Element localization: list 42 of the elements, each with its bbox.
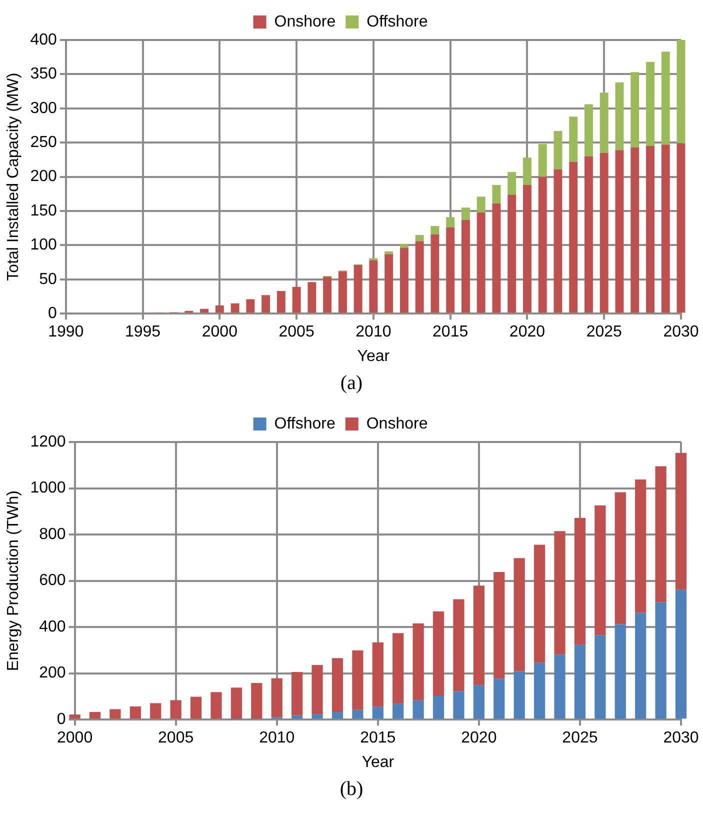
x-tick-label: 2020 [509,324,546,341]
legend-label: Offshore [274,415,336,432]
y-tick-label: 300 [30,100,57,117]
y-tick-label: 800 [39,526,66,543]
x-tick-label: 2025 [562,730,598,747]
y-tick-label: 350 [30,66,57,83]
y-axis-title: Total Installed Capacity (MW) [5,72,22,281]
x-tick-label: 1995 [124,324,161,341]
x-tick-label: 2005 [278,324,314,341]
y-tick-label: 50 [39,270,57,288]
x-tick-label: 2000 [56,730,93,747]
text: (b) [338,777,364,802]
y-tick-label: 200 [30,168,57,186]
x-tick-label: 1990 [48,324,84,341]
x-axis-title: Year [362,754,395,771]
x-tick-label: 2010 [259,730,295,747]
y-tick-label: 600 [39,572,66,590]
y-tick-label: 200 [39,664,66,682]
x-tick-label: 2030 [663,730,699,747]
legend-label: Onshore [274,13,336,30]
y-tick-label: 1200 [30,433,66,450]
y-tick-label: 100 [30,236,57,254]
x-tick-label: 2015 [432,324,468,341]
y-tick-label: 400 [30,31,57,48]
legend-label: Offshore [366,13,428,30]
x-tick-label: 2015 [360,730,396,747]
y-tick-label: 0 [48,305,57,322]
x-axis-title: Year [357,348,390,365]
x-tick-label: 2020 [461,730,497,747]
y-tick-label: 400 [39,618,66,636]
y-tick-label: 0 [56,711,66,728]
y-tick-label: 150 [30,202,57,220]
x-tick-label: 2010 [356,324,392,341]
x-tick-label: 2025 [586,324,622,341]
x-tick-label: 2030 [663,324,699,341]
y-tick-label: 250 [30,134,57,152]
y-axis-title: Energy Production (TWh) [5,490,22,672]
x-tick-label: 2000 [202,324,238,341]
text: (a) [339,371,364,396]
y-tick-label: 1000 [30,480,66,497]
x-tick-label: 2005 [158,730,194,747]
legend-label: Onshore [366,415,428,432]
